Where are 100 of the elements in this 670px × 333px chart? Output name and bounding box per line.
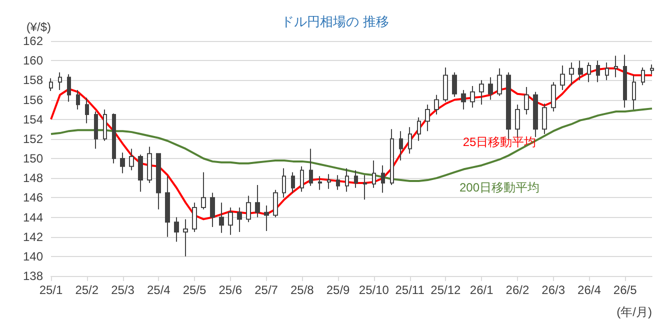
candlestick	[641, 66, 645, 86]
y-tick-label: 154	[22, 112, 44, 126]
y-tick-label: 162	[22, 34, 44, 48]
candlestick	[614, 55, 618, 78]
candlestick	[587, 62, 591, 83]
x-tick-label: 25/11	[395, 283, 425, 297]
candlestick	[255, 184, 260, 218]
candlestick	[264, 205, 269, 232]
line-series	[50, 67, 653, 220]
y-tick-label: 140	[22, 249, 44, 264]
x-tick-label: 26/5	[613, 283, 638, 297]
candlestick	[470, 86, 475, 108]
candlestick	[183, 218, 188, 257]
candlestick	[372, 160, 376, 188]
x-tick-label: 26/3	[542, 283, 566, 297]
candlestick	[632, 74, 636, 110]
candlestick	[605, 62, 609, 81]
candlestick	[147, 146, 152, 184]
candlestick	[488, 76, 493, 100]
candlestick	[49, 78, 53, 92]
y-tick-label: 142	[22, 230, 44, 244]
x-tick-label: 25/3	[111, 283, 135, 297]
candlestick	[542, 103, 547, 135]
candlestick	[479, 80, 484, 106]
candlestick	[443, 66, 448, 102]
candlestick	[551, 82, 556, 112]
candlestick	[327, 174, 331, 190]
y-tick-label: 160	[22, 54, 44, 68]
chart-title: ドル円相場の 推移	[281, 14, 389, 29]
candlestick	[569, 62, 574, 86]
x-tick-label: 25/5	[182, 283, 207, 297]
candlestick	[112, 112, 116, 164]
candlestick	[58, 72, 62, 90]
candlestick	[497, 68, 502, 96]
candlestick	[560, 64, 565, 90]
candlestick	[524, 86, 529, 115]
y-tick-label: 158	[22, 73, 44, 88]
candlestick	[425, 104, 430, 132]
x-tick-label: 25/7	[254, 283, 278, 297]
candlestick	[156, 153, 161, 210]
y-tick-label: 138	[22, 269, 44, 283]
x-tick-label: 25/9	[326, 283, 350, 297]
candlestick	[192, 202, 197, 232]
candlestick	[94, 111, 98, 150]
candlestick	[596, 60, 600, 83]
candlestick	[354, 170, 358, 188]
x-tick-label: 25/4	[146, 283, 171, 297]
candlestick	[381, 164, 385, 194]
candlestick	[399, 130, 403, 161]
candlestick	[309, 148, 313, 186]
x-tick-label: 25/10	[358, 283, 390, 297]
y-tick-label: 148	[22, 171, 44, 186]
y-tick-label: 152	[22, 132, 44, 146]
candlestick	[452, 72, 457, 98]
candlestick	[120, 152, 125, 174]
y-tick-label: 156	[22, 92, 44, 107]
candlestick	[623, 54, 627, 108]
candlestick	[210, 192, 215, 228]
y-tick-label: 144	[22, 210, 44, 224]
candlestick	[291, 172, 295, 194]
candlestick	[650, 64, 654, 75]
x-tick-label: 25/1	[39, 283, 63, 297]
candlestick	[578, 60, 583, 81]
candlestick	[129, 148, 134, 171]
y-tick-label: 150	[22, 152, 44, 166]
candlestick	[282, 168, 286, 198]
x-tick-label: 25/8	[290, 283, 314, 297]
x-tick-label: 25/6	[218, 283, 242, 297]
candlestick	[228, 206, 233, 236]
x-tick-label: 25/12	[430, 283, 462, 297]
candlestick	[174, 216, 179, 242]
x-tick-label: 25/2	[75, 283, 99, 297]
y-tick-label: 146	[22, 190, 44, 205]
series-label: 200日移動平均	[459, 180, 540, 194]
candlestick	[246, 195, 251, 223]
candlestick	[408, 126, 412, 154]
candlestick	[237, 206, 242, 232]
x-axis-title: (年/月)	[616, 305, 652, 319]
candlestick	[533, 91, 538, 138]
candlestick	[417, 116, 421, 142]
candlestick	[345, 168, 349, 192]
candlestick	[219, 202, 224, 234]
candlestick	[318, 176, 322, 190]
candlestick	[76, 89, 80, 110]
y-axis-title: (¥/$)	[26, 20, 51, 34]
candlestick	[103, 109, 107, 142]
candlestick	[336, 174, 340, 190]
x-tick-label: 26/4	[578, 283, 602, 297]
candlestick	[515, 104, 520, 138]
candlestick	[273, 189, 278, 218]
candlestick	[461, 89, 466, 110]
candlestick	[85, 97, 89, 124]
candlestick	[363, 174, 367, 200]
candlestick	[165, 176, 170, 238]
x-tick-label: 26/1	[470, 283, 494, 297]
line-series	[50, 108, 653, 182]
candlestick	[138, 154, 143, 192]
candlestick	[390, 128, 394, 186]
candlestick	[201, 172, 206, 210]
x-tick-label: 26/2	[506, 283, 530, 297]
